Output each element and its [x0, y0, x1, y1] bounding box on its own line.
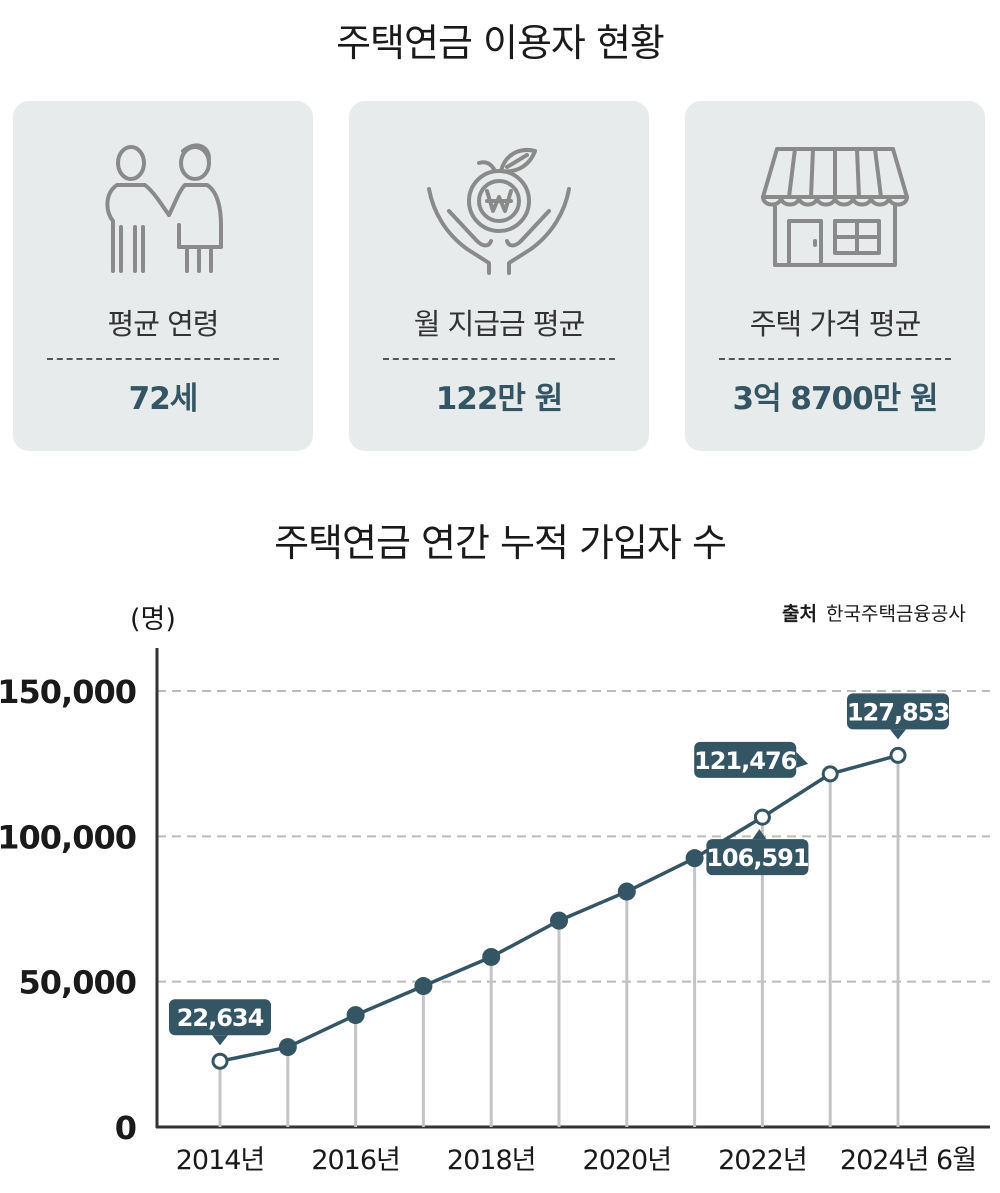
elderly-couple-icon [105, 143, 223, 273]
data-label-box [847, 693, 949, 730]
chart-title: 주택연금 연간 누적 가입자 수 [274, 521, 727, 565]
x-tick-label: 2014년 [176, 1145, 265, 1176]
data-point [753, 808, 771, 826]
data-point [278, 1038, 297, 1057]
tick-labels: 0 50,000 100,000 150,000 2014년 2016년 2018년 2020… [0, 673, 977, 1176]
data-label-pointer [212, 1035, 228, 1046]
x-tick-label: 2020년 [583, 1145, 672, 1176]
grid [157, 690, 990, 983]
stat-card-house-price: 주택 가격 평균 3억 8700만 원 [685, 101, 985, 451]
data-point [482, 947, 501, 966]
x-tick-label: 2018년 [447, 1145, 536, 1176]
house-icon [761, 147, 909, 267]
x-tick-label: 2022년 [718, 1145, 807, 1176]
data-label-pointer [890, 729, 906, 740]
y-tick-label: 100,000 [0, 818, 136, 856]
card-label: 평균 연령 [107, 307, 220, 341]
card-value: 72세 [128, 381, 199, 417]
axes [155, 648, 990, 1129]
drop-lines [218, 755, 900, 1127]
points [211, 746, 907, 1070]
data-label: 127,853 [847, 698, 949, 726]
y-tick-label: 150,000 [0, 673, 136, 711]
data-point [821, 765, 839, 783]
data-point [889, 746, 907, 764]
data-point [346, 1006, 365, 1025]
source-label: 출처 [782, 603, 817, 625]
money-hands-icon [427, 148, 571, 275]
data-labels: 22,634 106,591 121,476 127,853 [169, 693, 950, 1046]
data-point [617, 882, 636, 901]
card-label: 주택 가격 평균 [749, 307, 922, 341]
card-value: 122만 원 [435, 381, 564, 417]
data-point [685, 849, 704, 868]
x-tick-label: 2024년 6월 [840, 1145, 976, 1176]
y-tick-label: 50,000 [19, 964, 136, 1002]
y-tick-label: 0 [115, 1109, 136, 1147]
data-point [550, 911, 568, 930]
card-value: 3억 8700만 원 [732, 381, 939, 417]
line-chart: (명) 출처 한국주택금융공사 22,634 106,591 121,476 127,… [0, 603, 990, 1176]
data-point [414, 977, 433, 996]
data-label-pointer [796, 751, 809, 768]
x-tick-label: 2016년 [311, 1145, 400, 1176]
y-axis-unit: (명) [130, 604, 176, 635]
source-name: 한국주택금융공사 [826, 603, 966, 625]
card-label: 월 지급금 평균 [413, 307, 586, 341]
data-label-box [706, 839, 809, 876]
card-divider [719, 358, 951, 360]
data-label: 22,634 [177, 1004, 264, 1032]
card-divider [383, 358, 615, 360]
card-divider [47, 358, 279, 360]
data-label-box [694, 741, 797, 778]
data-label-box [169, 999, 271, 1036]
data-label: 106,591 [706, 844, 809, 872]
stat-card-age: 평균 연령 72세 [13, 101, 313, 451]
data-label: 121,476 [694, 747, 797, 775]
data-label-pointer [752, 829, 767, 840]
data-point [211, 1052, 229, 1070]
stat-card-monthly-payment: 월 지급금 평균 122만 원 [349, 101, 649, 451]
page-title: 주택연금 이용자 현황 [336, 21, 665, 65]
